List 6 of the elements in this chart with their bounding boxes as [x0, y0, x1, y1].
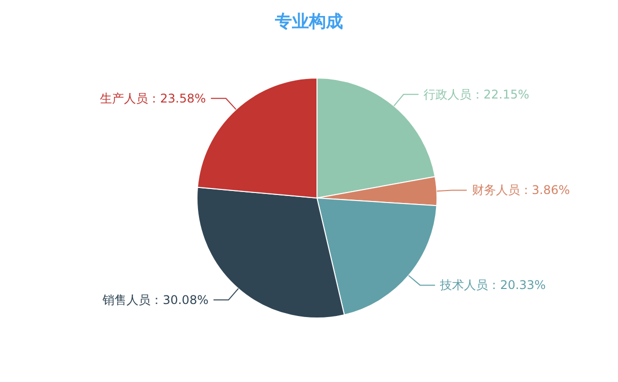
slice-label: 财务人员：3.86% — [472, 183, 570, 198]
chart-title: 专业构成 — [274, 12, 343, 32]
slice-label: 行政人员：22.15% — [424, 87, 530, 102]
slice-label: 生产人员：23.58% — [100, 91, 206, 106]
slice-label: 销售人员：30.08% — [102, 292, 208, 307]
slice-label: 技术人员：20.33% — [439, 278, 546, 292]
